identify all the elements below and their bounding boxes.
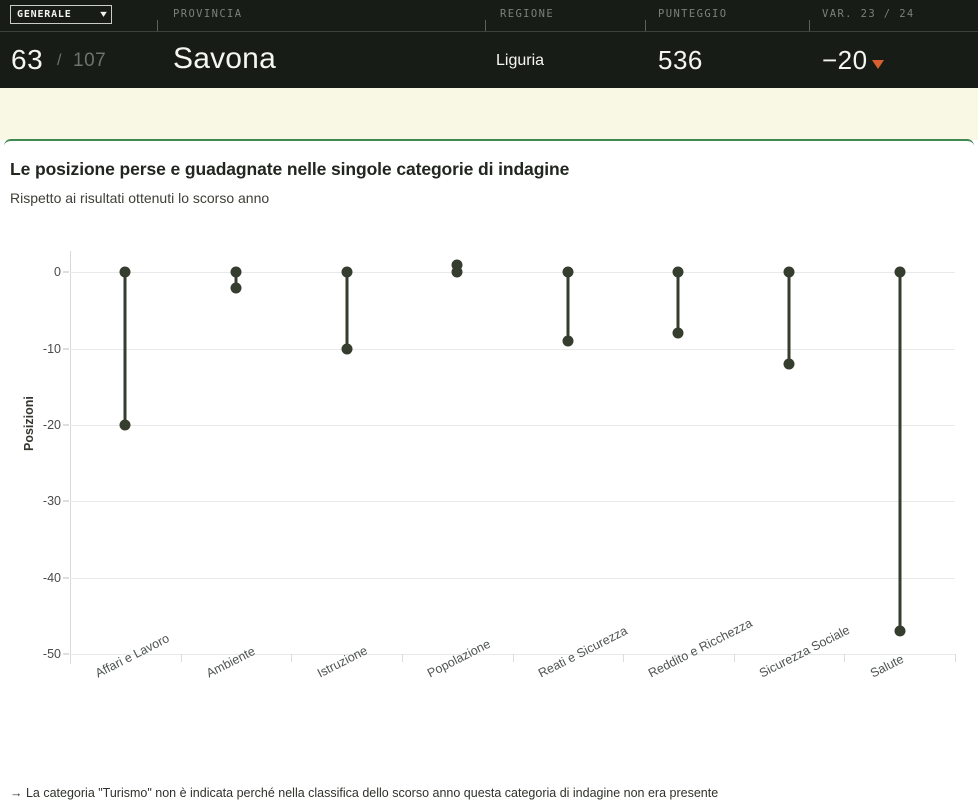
column-label-variazione: VAR. 23 / 24 — [822, 8, 915, 20]
gridline — [70, 348, 955, 350]
gridline — [70, 424, 955, 426]
header-column-labels: GENERALE ▾ PROVINCIA REGIONE PUNTEGGIO V… — [0, 0, 978, 31]
column-label-provincia: PROVINCIA — [173, 8, 243, 20]
chevron-down-icon: ▾ — [100, 8, 107, 20]
provincia-value: Savona — [173, 42, 276, 75]
stem-line — [234, 272, 238, 288]
y-tick-label: -10 — [42, 341, 61, 356]
data-point[interactable] — [230, 266, 242, 278]
data-point[interactable] — [894, 625, 906, 637]
gridline — [70, 577, 955, 579]
y-tick-mark — [63, 424, 69, 426]
page-subtitle: Rispetto ai risultati ottenuti lo scorso… — [10, 190, 270, 206]
x-tick-label: Sicurezza Sociale — [757, 622, 852, 681]
stem-line — [345, 272, 349, 349]
y-tick-mark — [63, 577, 69, 579]
data-point[interactable] — [119, 419, 131, 431]
stem-line — [123, 272, 127, 425]
x-tick-mark — [844, 654, 846, 662]
y-tick-mark — [63, 271, 69, 273]
data-point[interactable] — [783, 358, 795, 370]
chart-area: Posizioni 0 -10 -20 -30 -40 -50 Affari e Lavor… — [4, 241, 974, 741]
x-tick-mark — [401, 654, 403, 662]
y-tick-label: 0 — [54, 265, 61, 280]
gridline — [70, 501, 955, 503]
y-tick-mark — [63, 653, 69, 655]
chart-card: Le posizione perse e guadagnate nelle si… — [4, 139, 974, 808]
column-label-regione: REGIONE — [500, 8, 555, 20]
plot-region: 0 -10 -20 -30 -40 -50 Affari e Lavoro Ambiente I… — [43, 257, 956, 680]
column-divider — [157, 20, 158, 31]
data-point[interactable] — [230, 282, 242, 294]
y-tick-label: -20 — [42, 417, 61, 432]
variazione-value: −20 — [822, 45, 868, 75]
x-tick-label: Affari e Lavoro — [93, 631, 172, 681]
chart-footnote: → La categoria "Turismo" non è indicata … — [10, 786, 719, 800]
stem-line — [898, 272, 902, 632]
accent-band — [0, 88, 978, 140]
y-tick-mark — [63, 348, 69, 350]
x-tick-label: Ambiente — [203, 644, 258, 681]
rank-total: 107 — [73, 50, 107, 71]
y-tick-mark — [63, 500, 69, 502]
data-point[interactable] — [672, 327, 684, 339]
column-divider — [645, 20, 646, 31]
data-point[interactable] — [783, 266, 795, 278]
data-point[interactable] — [341, 266, 353, 278]
gridline — [70, 272, 955, 274]
y-axis-label: Posizioni — [22, 396, 36, 451]
header-bar: GENERALE ▾ PROVINCIA REGIONE PUNTEGGIO V… — [0, 0, 978, 88]
stem-line — [676, 272, 680, 334]
data-point[interactable] — [672, 266, 684, 278]
category-select-value: GENERALE — [17, 9, 72, 20]
x-tick-mark — [291, 654, 293, 662]
data-point[interactable] — [341, 343, 353, 355]
punteggio-value: 536 — [658, 45, 703, 75]
data-point[interactable] — [562, 335, 574, 347]
rank-value: 63 — [11, 44, 44, 75]
column-label-punteggio: PUNTEGGIO — [658, 8, 728, 20]
stem-line — [787, 272, 791, 364]
data-point[interactable] — [894, 266, 906, 278]
data-point[interactable] — [451, 259, 463, 271]
x-tick-label: Popolazione — [425, 636, 493, 681]
category-select[interactable]: GENERALE ▾ — [10, 5, 112, 24]
header-values: 63 / 107 Savona Liguria 536 −20 — [0, 32, 978, 88]
data-point[interactable] — [119, 266, 131, 278]
x-tick-mark — [180, 654, 182, 662]
x-tick-mark — [70, 654, 71, 662]
x-tick-mark — [623, 654, 625, 662]
column-divider — [485, 20, 486, 31]
x-tick-label: Salute — [867, 651, 906, 681]
y-tick-label: -40 — [42, 570, 61, 585]
column-divider — [809, 20, 810, 31]
x-tick-mark — [733, 654, 735, 662]
x-tick-label: Reddito e Ricchezza — [646, 615, 755, 681]
x-tick-mark — [955, 654, 956, 662]
header-rule — [0, 31, 978, 32]
y-tick-label: -50 — [42, 647, 61, 661]
y-axis-line — [70, 251, 71, 664]
y-tick-label: -30 — [42, 494, 61, 509]
x-tick-mark — [512, 654, 514, 662]
page-title: Le posizione perse e guadagnate nelle si… — [10, 159, 570, 179]
x-tick-label: Istruzione — [314, 643, 370, 681]
stem-line — [566, 272, 570, 341]
data-point[interactable] — [562, 266, 574, 278]
arrow-down-icon — [872, 60, 884, 69]
data-point[interactable] — [451, 266, 463, 278]
regione-value: Liguria — [496, 52, 545, 69]
rank-separator: / — [57, 52, 62, 69]
x-tick-label: Reati e Sicurezza — [535, 623, 630, 681]
